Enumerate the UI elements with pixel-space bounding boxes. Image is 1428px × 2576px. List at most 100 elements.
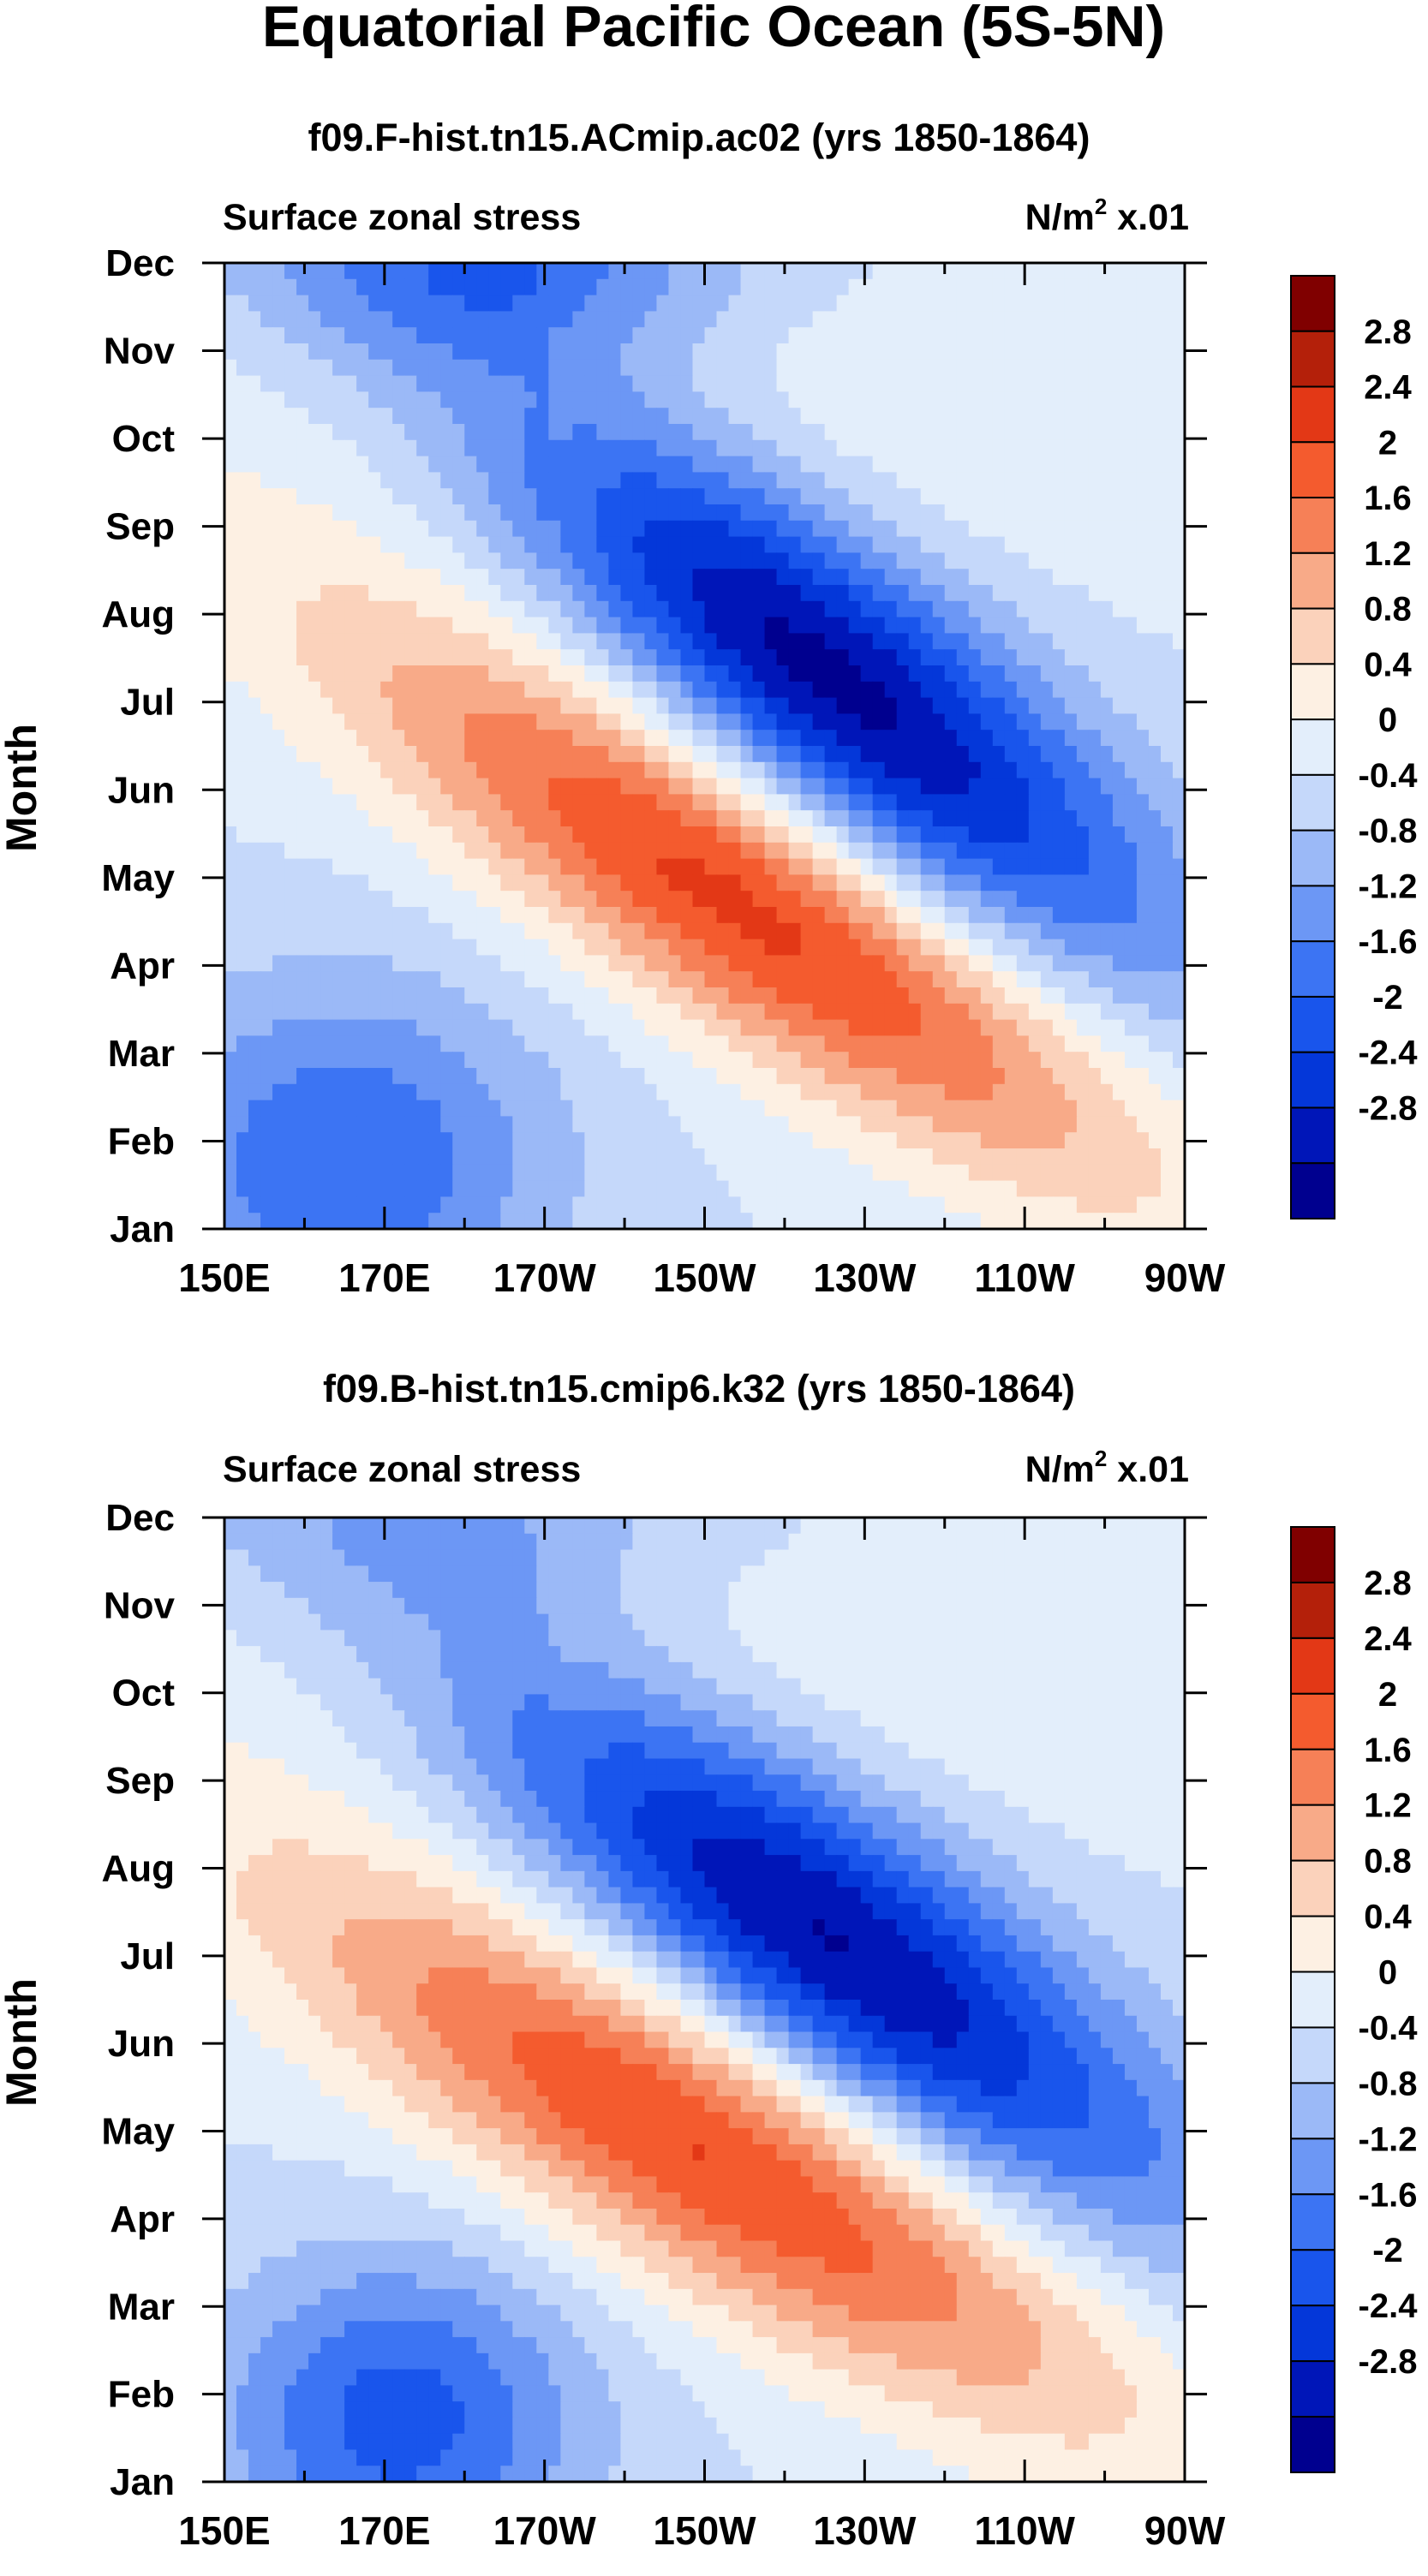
- contour-cell: [308, 1052, 321, 1069]
- contour-cell: [1136, 359, 1150, 377]
- contour-cell: [824, 665, 838, 683]
- contour-cell: [1136, 922, 1150, 940]
- contour-cell: [320, 681, 333, 699]
- contour-cell: [608, 633, 622, 650]
- contour-cell: [440, 891, 453, 908]
- contour-cell: [956, 278, 970, 296]
- contour-cell: [824, 746, 838, 763]
- contour-cell: [740, 1052, 754, 1069]
- contour-cell: [296, 1100, 309, 1117]
- contour-cell: [968, 874, 982, 891]
- contour-cell: [320, 922, 333, 940]
- contour-cell: [1016, 971, 1030, 988]
- contour-cell: [620, 456, 634, 473]
- contour-cell: [812, 1035, 826, 1052]
- contour-cell: [860, 1003, 874, 1021]
- contour-cell: [596, 713, 609, 730]
- contour-cell: [920, 617, 934, 634]
- contour-cell: [644, 424, 658, 441]
- contour-cell: [872, 439, 886, 457]
- contour-cell: [1148, 424, 1162, 441]
- contour-cell: [1160, 472, 1174, 489]
- contour-cell: [596, 391, 609, 408]
- contour-cell: [932, 1003, 946, 1021]
- contour-cell: [560, 794, 573, 811]
- contour-cell: [1088, 794, 1102, 811]
- contour-cell: [344, 375, 357, 392]
- contour-cell: [524, 1213, 537, 1230]
- contour-cell: [392, 1164, 405, 1182]
- contour-cell: [896, 874, 910, 891]
- contour-cell: [812, 1019, 826, 1036]
- contour-cell: [308, 1180, 321, 1197]
- contour-cell: [416, 1068, 429, 1085]
- contour-cell: [752, 472, 766, 489]
- contour-cell: [908, 1100, 922, 1117]
- contour-cell: [548, 408, 561, 425]
- contour-cell: [1172, 842, 1186, 860]
- contour-cell: [692, 439, 706, 457]
- contour-cell: [572, 633, 585, 650]
- contour-cell: [224, 665, 237, 683]
- contour-cell: [308, 1213, 321, 1230]
- contour-cell: [560, 746, 573, 763]
- contour-cell: [656, 1196, 670, 1213]
- contour-cell: [1052, 681, 1066, 699]
- contour-cell: [740, 826, 754, 844]
- contour-cell: [980, 697, 994, 714]
- contour-cell: [1052, 488, 1066, 505]
- contour-cell: [884, 1083, 898, 1101]
- contour-cell: [416, 713, 429, 730]
- contour-cell: [368, 263, 381, 280]
- contour-cell: [572, 1019, 585, 1036]
- contour-cell: [848, 585, 862, 602]
- contour-cell: [1124, 552, 1138, 569]
- contour-cell: [1124, 1180, 1138, 1197]
- contour-cell: [332, 504, 345, 522]
- contour-cell: [1052, 343, 1066, 361]
- contour-cell: [1112, 633, 1126, 650]
- contour-cell: [1148, 858, 1162, 875]
- contour-cell: [1052, 295, 1066, 312]
- contour-cell: [824, 1213, 838, 1230]
- contour-cell: [1124, 987, 1138, 1005]
- contour-cell: [932, 1083, 946, 1101]
- contour-cell: [656, 713, 670, 730]
- contour-cell: [956, 858, 970, 875]
- contour-cell: [1112, 971, 1126, 988]
- contour-cell: [452, 424, 465, 441]
- contour-cell: [488, 408, 501, 425]
- contour-cell: [1064, 1035, 1078, 1052]
- contour-cell: [332, 1148, 345, 1166]
- contour-cell: [284, 311, 297, 328]
- contour-cell: [1148, 922, 1162, 940]
- contour-cell: [296, 794, 309, 811]
- contour-cell: [848, 295, 862, 312]
- contour-cell: [656, 1083, 670, 1101]
- contour-cell: [476, 263, 489, 280]
- contour-cell: [224, 1083, 237, 1101]
- contour-cell: [284, 1019, 297, 1036]
- contour-cell: [572, 907, 585, 924]
- contour-cell: [932, 552, 946, 569]
- contour-cell: [860, 665, 874, 683]
- contour-cell: [512, 891, 525, 908]
- contour-cell: [860, 1100, 874, 1117]
- contour-cell: [788, 472, 802, 489]
- contour-cell: [440, 617, 453, 634]
- contour-cell: [416, 1518, 429, 1535]
- contour-cell: [404, 761, 417, 779]
- contour-cell: [260, 295, 273, 312]
- contour-cell: [272, 874, 285, 891]
- contour-cell: [1076, 1019, 1090, 1036]
- contour-cell: [536, 488, 549, 505]
- contour-cell: [860, 810, 874, 827]
- contour-cell: [896, 1083, 910, 1101]
- contour-cell: [884, 939, 898, 956]
- contour-cell: [764, 263, 778, 280]
- contour-cell: [884, 649, 898, 666]
- contour-cell: [272, 761, 285, 779]
- contour-cell: [812, 1083, 826, 1101]
- contour-cell: [716, 1083, 730, 1101]
- contour-cell: [1112, 907, 1126, 924]
